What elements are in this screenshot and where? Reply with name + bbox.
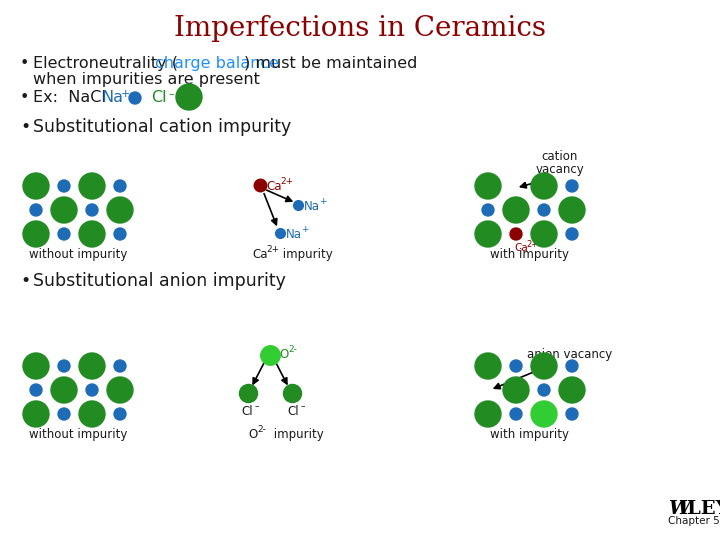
Circle shape (559, 197, 585, 223)
Circle shape (23, 353, 49, 379)
Text: 2-: 2- (288, 345, 297, 354)
Circle shape (475, 401, 501, 427)
Text: 2+: 2+ (526, 240, 538, 249)
Text: when impurities are present: when impurities are present (33, 72, 260, 87)
Circle shape (531, 173, 557, 199)
Circle shape (30, 204, 42, 216)
Circle shape (510, 408, 522, 420)
Circle shape (58, 180, 70, 192)
Circle shape (559, 377, 585, 403)
Circle shape (79, 353, 105, 379)
Circle shape (129, 92, 141, 104)
Circle shape (566, 408, 578, 420)
Text: impurity: impurity (270, 428, 324, 441)
Text: Ex:  NaCl: Ex: NaCl (33, 90, 106, 105)
Text: –: – (301, 402, 305, 411)
Circle shape (23, 401, 49, 427)
Circle shape (58, 408, 70, 420)
Text: •: • (20, 56, 30, 71)
Text: Cl: Cl (287, 405, 299, 418)
Circle shape (79, 401, 105, 427)
Circle shape (30, 384, 42, 396)
Text: –: – (255, 402, 259, 411)
Text: Cl: Cl (241, 405, 253, 418)
Circle shape (86, 204, 98, 216)
Circle shape (86, 384, 98, 396)
Circle shape (114, 360, 126, 372)
Circle shape (58, 228, 70, 240)
Circle shape (531, 401, 557, 427)
Text: anion vacancy: anion vacancy (527, 348, 613, 361)
Text: Ca: Ca (514, 243, 528, 253)
Circle shape (79, 221, 105, 247)
Circle shape (23, 221, 49, 247)
Text: •: • (20, 272, 30, 290)
Circle shape (475, 221, 501, 247)
Circle shape (475, 173, 501, 199)
Text: Cl: Cl (151, 90, 166, 105)
Text: Ca: Ca (252, 248, 268, 261)
Circle shape (510, 360, 522, 372)
Circle shape (114, 228, 126, 240)
Circle shape (51, 197, 77, 223)
Circle shape (510, 228, 522, 240)
Text: O: O (279, 348, 288, 361)
Circle shape (503, 197, 529, 223)
Circle shape (566, 228, 578, 240)
Circle shape (566, 360, 578, 372)
Circle shape (531, 353, 557, 379)
Text: Ca: Ca (266, 180, 282, 193)
Text: •: • (20, 90, 30, 105)
Text: Na: Na (286, 228, 302, 241)
Circle shape (58, 360, 70, 372)
Circle shape (475, 353, 501, 379)
Circle shape (531, 221, 557, 247)
Text: impurity: impurity (279, 248, 333, 261)
Text: Na: Na (304, 200, 320, 213)
Circle shape (107, 377, 133, 403)
Text: •: • (20, 118, 30, 136)
Text: without impurity: without impurity (29, 248, 127, 261)
Circle shape (538, 384, 550, 396)
Circle shape (79, 173, 105, 199)
Text: +: + (121, 89, 130, 99)
Circle shape (23, 173, 49, 199)
Text: Na: Na (101, 90, 123, 105)
Circle shape (114, 180, 126, 192)
Text: without impurity: without impurity (29, 428, 127, 441)
Circle shape (566, 180, 578, 192)
Text: O: O (248, 428, 257, 441)
Text: with impurity: with impurity (490, 248, 570, 261)
Text: –: – (168, 89, 174, 99)
Circle shape (503, 377, 529, 403)
Circle shape (538, 204, 550, 216)
Text: Imperfections in Ceramics: Imperfections in Ceramics (174, 15, 546, 42)
Text: cation: cation (542, 150, 578, 163)
Text: 2-: 2- (257, 425, 266, 434)
Text: Substitutional anion impurity: Substitutional anion impurity (33, 272, 286, 290)
Text: 2+: 2+ (280, 177, 293, 186)
Text: Substitutional cation impurity: Substitutional cation impurity (33, 118, 292, 136)
Text: Chapter 5 -  21: Chapter 5 - 21 (668, 516, 720, 526)
Text: +: + (319, 197, 326, 206)
Circle shape (114, 408, 126, 420)
Text: charge balance: charge balance (155, 56, 279, 71)
Circle shape (482, 204, 494, 216)
Circle shape (107, 197, 133, 223)
Text: Electroneutrality (: Electroneutrality ( (33, 56, 178, 71)
Text: with impurity: with impurity (490, 428, 570, 441)
Text: +: + (301, 225, 308, 234)
Text: vacancy: vacancy (536, 163, 585, 176)
Text: 2+: 2+ (266, 245, 279, 254)
Circle shape (176, 84, 202, 110)
Text: ) must be maintained: ) must be maintained (244, 56, 418, 71)
Text: W: W (668, 500, 690, 518)
Circle shape (51, 377, 77, 403)
Text: ILEY: ILEY (678, 500, 720, 518)
